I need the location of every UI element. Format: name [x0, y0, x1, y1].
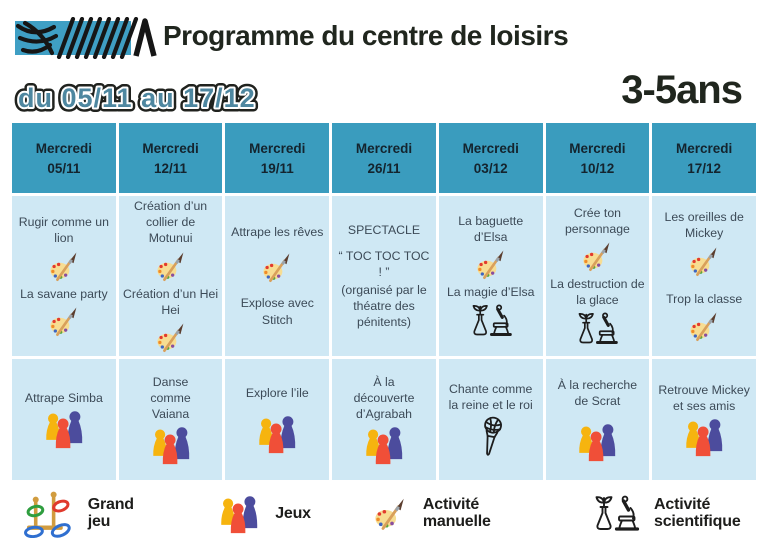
ring-toss-icon — [22, 490, 74, 538]
legend-item-jeux: Jeux — [217, 494, 311, 534]
column-header-1712: Mercredi 17/12 — [652, 123, 756, 193]
legend-label: Jeux — [275, 504, 311, 522]
legend-item-activite-manuelle: Activité manuelle — [372, 496, 545, 532]
activity-text: SPECTACLE — [347, 222, 421, 237]
activity-text: Chante comme la reine et le roi — [448, 381, 533, 412]
activity-text: “ TOC TOC TOC ! ” — [338, 249, 430, 280]
manual-activity-icon — [46, 305, 82, 338]
svg-text:du 05/11 au 17/12: du 05/11 au 17/12 — [18, 83, 256, 113]
activity-text: Attrape les rêves — [231, 225, 324, 240]
column-header-2611: Mercredi 26/11 — [332, 123, 436, 193]
schedule-table: Mercredi 05/11 Mercredi 12/11 Mercredi 1… — [12, 123, 756, 480]
activity-text: Retrouve Mickey et ses amis — [658, 382, 750, 413]
manual-activity-icon — [686, 310, 722, 343]
activity-text: Danse comme Vaiana — [150, 374, 191, 422]
date-label: 12/11 — [154, 160, 188, 176]
game-pawns-icon — [217, 494, 261, 534]
game-pawns-icon — [254, 414, 300, 454]
activity-cell-0312-pm: Chante comme la reine et le roi — [438, 359, 543, 480]
activity-text: La baguette d’Elsa — [458, 213, 524, 244]
column-header-0511: Mercredi 05/11 — [12, 123, 116, 193]
activity-cell-1712-am: Les oreilles de Mickey Trop la classe — [652, 196, 756, 356]
activity-cell-1012-pm: À la recherche de Scrat — [545, 359, 650, 480]
activity-cell-2611-pm: À la découverte d’Agrabah — [332, 359, 436, 480]
manual-activity-icon — [46, 250, 82, 283]
manual-activity-icon — [579, 240, 615, 273]
column-header-1012: Mercredi 10/12 — [545, 123, 650, 193]
column-header-0312: Mercredi 03/12 — [438, 123, 543, 193]
day-label: Mercredi — [569, 140, 626, 156]
manual-activity-icon — [686, 245, 722, 278]
date-label: 10/12 — [580, 160, 615, 176]
legend-item-grand-jeu: Grand jeu — [22, 490, 158, 538]
manual-activity-icon — [153, 321, 189, 354]
activity-text: Crée ton personnage — [564, 205, 630, 236]
svg-text:du 05/11 au 17/12: du 05/11 au 17/12 — [18, 83, 256, 113]
column-header-1911: Mercredi 19/11 — [225, 123, 330, 193]
date-label: 03/12 — [473, 160, 508, 176]
activity-cell-1911-am: Attrape les rêves Explose avec Stitch — [225, 196, 330, 356]
activity-text: Explose avec Stitch — [240, 296, 314, 327]
activity-cell-2611-am: SPECTACLE “ TOC TOC TOC ! ” (organisé pa… — [332, 196, 436, 356]
activity-cell-1012-am: Crée ton personnage La destruction de la… — [545, 196, 650, 356]
activity-text: Création d’un Hei Hei — [123, 286, 219, 317]
activity-cell-1712-pm: Retrouve Mickey et ses amis — [652, 359, 756, 480]
column-header-1211: Mercredi 12/11 — [118, 123, 223, 193]
science-activity-icon — [592, 493, 640, 535]
legend-label: Grand jeu — [87, 496, 134, 530]
manual-activity-icon — [473, 248, 509, 281]
game-pawns-icon — [361, 425, 407, 465]
date-label: 19/11 — [260, 160, 294, 176]
microphone-icon — [478, 416, 504, 458]
day-label: Mercredi — [249, 140, 306, 156]
date-label: 17/12 — [687, 160, 722, 176]
activity-text: La savane party — [20, 286, 108, 301]
legend-item-activite-scientifique: Activité scientifique — [592, 493, 746, 535]
activity-text: La destruction de la glace — [550, 277, 645, 308]
activity-text: À la découverte d’Agrabah — [353, 374, 415, 422]
age-group-label: 3-5ans — [621, 68, 743, 112]
date-range: du 05/11 au 17/12 du 05/11 au 17/12 — [14, 79, 260, 118]
game-pawns-icon — [41, 409, 87, 449]
legend-label: Activité manuelle — [422, 496, 491, 530]
date-label: 05/11 — [47, 160, 81, 176]
activity-text: Attrape Simba — [24, 390, 103, 405]
activity-text: Création d’un collier de Motunui — [133, 198, 208, 246]
activity-text: Rugir comme un lion — [18, 215, 109, 246]
organization-logo — [15, 17, 157, 59]
manual-activity-icon — [372, 496, 408, 532]
manual-activity-icon — [259, 251, 295, 284]
manual-activity-icon — [153, 250, 189, 283]
activity-cell-1911-pm: Explore l’ile — [225, 359, 330, 480]
page-title: Programme du centre de loisirs — [163, 20, 569, 51]
activity-cell-0511-pm: Attrape Simba — [12, 359, 116, 480]
day-label: Mercredi — [462, 140, 519, 156]
legend-label: Activité scientifique — [654, 496, 741, 530]
activity-text: La magie d’Elsa — [446, 285, 535, 300]
date-label: 26/11 — [367, 160, 401, 176]
game-pawns-icon — [681, 417, 727, 457]
day-label: Mercredi — [676, 140, 733, 156]
game-pawns-icon — [574, 422, 620, 462]
game-pawns-icon — [148, 425, 194, 465]
science-activity-icon — [469, 303, 513, 339]
day-label: Mercredi — [142, 140, 199, 156]
activity-text: (organisé par le théatre des pénitents) — [341, 282, 427, 329]
activity-cell-1211-am: Création d’un collier de Motunui Créatio… — [118, 196, 223, 356]
activity-text: Trop la classe — [666, 291, 743, 306]
day-label: Mercredi — [35, 140, 92, 156]
activity-text: Les oreilles de Mickey — [664, 210, 744, 241]
activity-text: À la recherche de Scrat — [557, 377, 638, 408]
science-activity-icon — [575, 311, 619, 347]
day-label: Mercredi — [355, 140, 413, 156]
activity-cell-1211-pm: Danse comme Vaiana — [118, 359, 223, 480]
activity-text: Explore l’ile — [245, 385, 309, 400]
activity-cell-0511-am: Rugir comme un lion La savane party — [12, 196, 116, 356]
legend: Grand jeu Jeux Activité manuelle Activit… — [0, 486, 768, 542]
activity-cell-0312-am: La baguette d’Elsa La magie d’Elsa — [438, 196, 543, 356]
